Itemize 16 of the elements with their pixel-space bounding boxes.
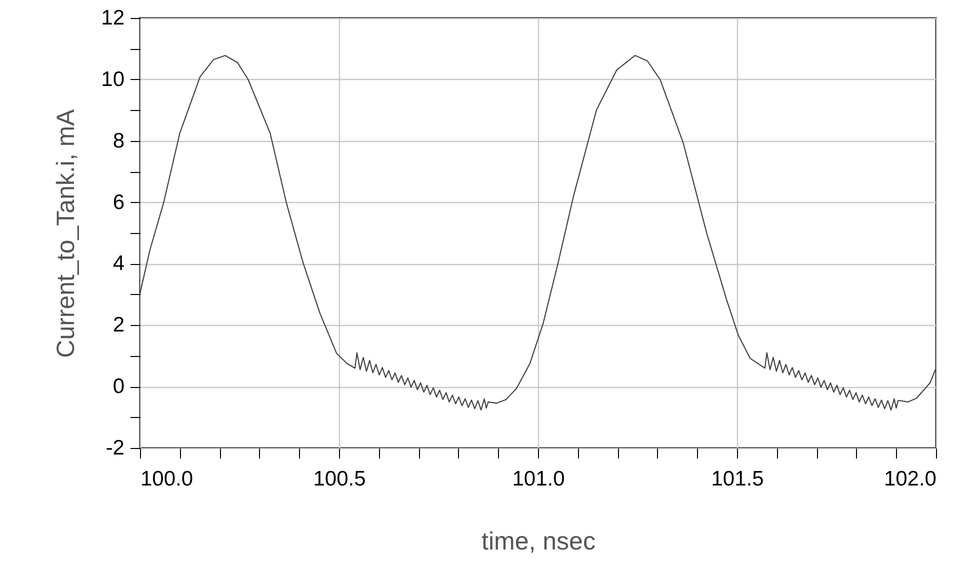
y-tick-label: 0	[112, 375, 124, 398]
x-tick-label: 101.5	[711, 468, 764, 490]
y-axis-title: Current_to_Tank.i, mA	[52, 108, 80, 358]
y-tick-label: 10	[101, 68, 124, 91]
x-tick-label: 100.5	[313, 468, 366, 490]
y-tick-label: 6	[112, 190, 124, 214]
x-axis-title: time, nsec	[482, 528, 596, 556]
y-tick-label: 12	[101, 6, 124, 30]
x-tick-label: 100.0	[140, 468, 194, 490]
y-tick-label: -2	[106, 436, 124, 460]
x-tick-label: 102.0	[884, 468, 936, 490]
y-tick-label: 4	[112, 252, 125, 276]
x-tick-label: 101.0	[512, 468, 565, 490]
y-tick-label: 2	[112, 314, 124, 337]
line-series	[140, 54, 936, 410]
y-tick-label: 8	[112, 129, 124, 152]
